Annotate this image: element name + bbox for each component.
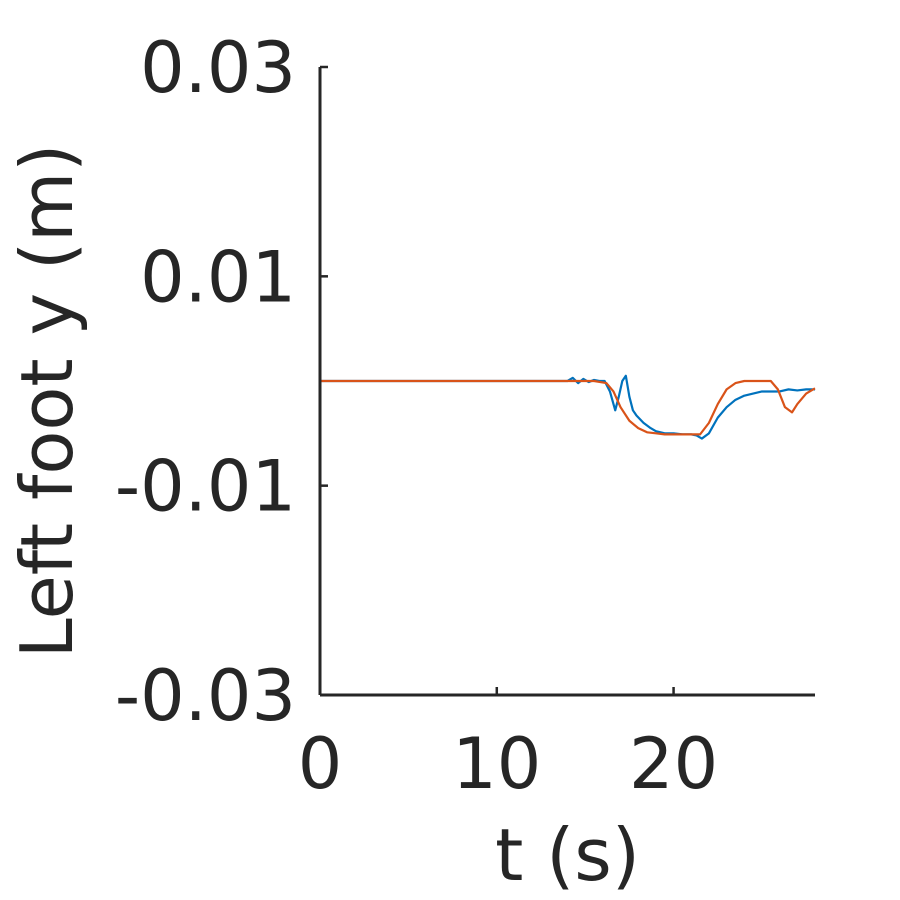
x-tick-label: 0: [298, 723, 343, 805]
series-line-1: [320, 374, 815, 440]
series-line-2: [320, 379, 816, 436]
y-tick-label: 0.01: [140, 236, 296, 318]
series-layer: [320, 374, 816, 440]
tick-layer: 0.03 0.01 -0.01 -0.030 10 20: [115, 27, 718, 805]
y-tick-label: -0.03: [115, 655, 296, 737]
y-axis-title: Left foot y (m): [5, 144, 89, 659]
x-tick-label: 10: [452, 723, 541, 805]
x-axis-title: t (s): [495, 813, 640, 897]
x-tick-label: 20: [629, 723, 718, 805]
y-tick-label: -0.01: [115, 446, 296, 528]
y-tick-label: 0.03: [140, 27, 296, 109]
